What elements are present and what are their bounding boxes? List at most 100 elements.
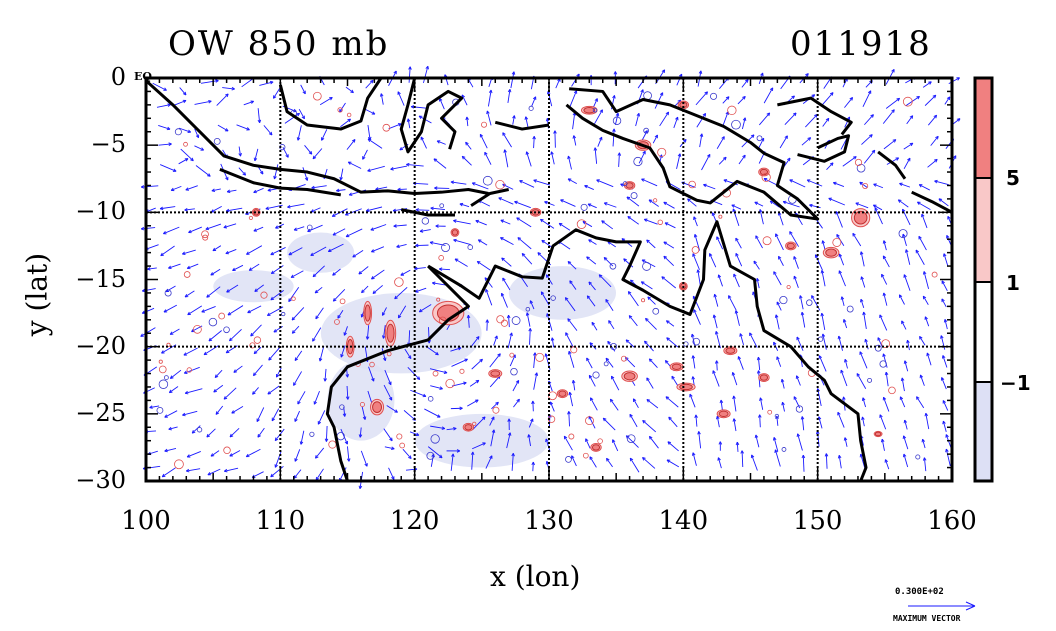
vector-arrowhead bbox=[776, 301, 780, 306]
wind-vector bbox=[605, 357, 614, 368]
wind-vector bbox=[312, 148, 323, 160]
ow-small-contour bbox=[164, 289, 172, 297]
wind-vector bbox=[231, 405, 244, 414]
vector-arrowhead bbox=[268, 131, 273, 136]
ow-small-contour bbox=[382, 123, 391, 132]
vector-arrowhead bbox=[400, 272, 405, 276]
vector-arrowhead bbox=[874, 207, 878, 211]
vector-arrowhead bbox=[903, 360, 908, 364]
vector-arrowhead bbox=[786, 157, 791, 162]
wind-vector bbox=[187, 263, 199, 269]
vector-arrowhead bbox=[859, 351, 863, 355]
ow-contour-strong bbox=[558, 390, 567, 397]
vector-arrowhead bbox=[186, 454, 191, 458]
vector-arrowhead bbox=[160, 252, 164, 257]
wind-vector bbox=[304, 145, 313, 155]
wind-vector bbox=[822, 117, 830, 127]
wind-vector bbox=[897, 199, 909, 208]
vector-arrowhead bbox=[331, 213, 336, 217]
wind-vector bbox=[293, 226, 305, 231]
vector-arrowhead bbox=[924, 316, 928, 320]
wind-vector bbox=[597, 136, 603, 147]
vector-arrowhead bbox=[393, 70, 397, 75]
wind-vector bbox=[586, 357, 593, 369]
wind-vector bbox=[586, 256, 597, 265]
wind-vector bbox=[693, 216, 698, 227]
vector-arrowhead bbox=[343, 332, 347, 336]
vector-arrowhead bbox=[169, 375, 174, 379]
x-tick-label: 140 bbox=[658, 506, 709, 536]
vector-arrowhead bbox=[560, 199, 564, 203]
vector-arrowhead bbox=[365, 336, 370, 340]
wind-vector bbox=[528, 418, 534, 428]
gridlines bbox=[146, 78, 952, 481]
wind-vector bbox=[809, 204, 821, 209]
wind-vector bbox=[881, 439, 885, 451]
vector-arrowhead bbox=[809, 203, 813, 208]
wind-vector bbox=[343, 326, 348, 336]
wind-vector bbox=[397, 305, 407, 319]
wind-vector bbox=[478, 200, 491, 207]
vector-arrowhead bbox=[140, 333, 144, 337]
vector-arrowhead bbox=[534, 372, 539, 376]
wind-vector bbox=[450, 347, 462, 352]
vector-arrowhead bbox=[859, 251, 864, 255]
vector-arrowhead bbox=[415, 243, 419, 248]
wind-vector bbox=[567, 155, 572, 170]
colorbar-tick-5: 5 bbox=[1006, 166, 1020, 190]
wind-vector bbox=[525, 116, 529, 128]
vector-arrowhead bbox=[602, 417, 607, 422]
vector-arrowhead bbox=[793, 396, 797, 400]
wind-vector bbox=[347, 446, 350, 462]
ow-small-contour bbox=[525, 306, 531, 312]
vector-arrowhead bbox=[884, 459, 889, 463]
vector-arrowhead bbox=[371, 111, 376, 115]
vector-arrowhead bbox=[226, 189, 231, 194]
vector-arrowhead bbox=[434, 186, 438, 190]
vector-arrowhead bbox=[464, 358, 468, 362]
vector-arrowhead bbox=[664, 222, 669, 226]
wind-vector bbox=[922, 439, 926, 449]
vector-arrowhead bbox=[591, 321, 595, 326]
ow-contour-strong bbox=[464, 424, 473, 431]
wind-vector bbox=[259, 81, 274, 86]
wind-vector bbox=[336, 189, 346, 192]
vector-arrowhead bbox=[665, 111, 670, 116]
vector-arrowhead bbox=[498, 197, 502, 201]
wind-vector bbox=[733, 418, 737, 432]
vector-arrowhead bbox=[371, 377, 375, 382]
wind-vector bbox=[514, 201, 531, 209]
wind-vector bbox=[367, 124, 371, 140]
wind-vector bbox=[288, 286, 300, 302]
ow-small-contour bbox=[158, 359, 163, 364]
vector-arrowhead bbox=[869, 134, 873, 138]
wind-vector bbox=[297, 125, 302, 141]
wind-vector bbox=[487, 89, 492, 107]
wind-vector bbox=[502, 277, 511, 291]
vector-arrowhead bbox=[500, 237, 504, 241]
vector-arrowhead bbox=[379, 93, 384, 97]
vector-arrowhead bbox=[648, 199, 653, 203]
vector-arrowhead bbox=[870, 114, 874, 118]
vector-arrowhead bbox=[716, 415, 720, 420]
vector-arrowhead bbox=[272, 95, 277, 99]
vector-arrowhead bbox=[149, 405, 153, 409]
vector-arrowhead bbox=[273, 175, 277, 180]
wind-vector bbox=[757, 138, 765, 149]
wind-vector bbox=[246, 245, 263, 255]
ow-small-contour bbox=[192, 324, 202, 334]
wind-vector bbox=[210, 205, 222, 213]
vector-arrowhead bbox=[750, 454, 755, 459]
vector-arrowhead bbox=[389, 437, 393, 442]
vector-arrowhead bbox=[882, 240, 887, 244]
wind-vector bbox=[944, 319, 948, 330]
vector-arrowhead bbox=[461, 155, 466, 160]
vector-arrowhead bbox=[956, 118, 961, 122]
vector-arrowhead bbox=[766, 112, 771, 117]
vector-arrowhead bbox=[184, 158, 189, 162]
vector-arrowhead bbox=[187, 311, 191, 316]
wind-vector bbox=[223, 387, 237, 400]
wind-vector bbox=[739, 333, 744, 345]
wind-vector bbox=[671, 375, 679, 387]
wind-vector bbox=[642, 420, 657, 433]
